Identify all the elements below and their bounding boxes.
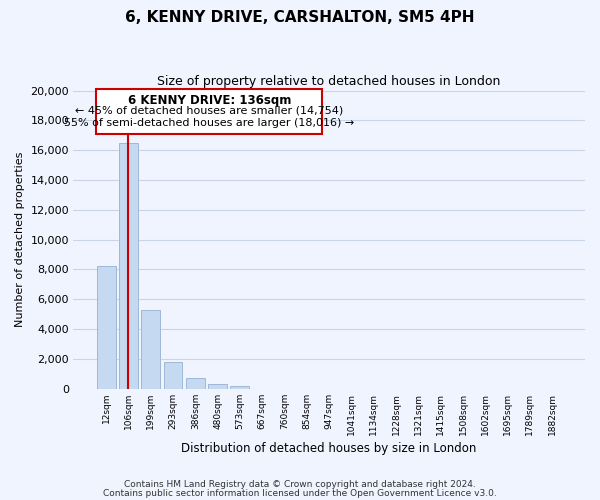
Bar [208,384,227,389]
Bar [164,362,182,389]
Bar [230,386,250,389]
Bar [119,142,138,389]
Text: Contains HM Land Registry data © Crown copyright and database right 2024.: Contains HM Land Registry data © Crown c… [124,480,476,489]
FancyBboxPatch shape [96,89,322,134]
Y-axis label: Number of detached properties: Number of detached properties [15,152,25,328]
Text: 6, KENNY DRIVE, CARSHALTON, SM5 4PH: 6, KENNY DRIVE, CARSHALTON, SM5 4PH [125,10,475,25]
X-axis label: Distribution of detached houses by size in London: Distribution of detached houses by size … [181,442,477,455]
Text: 6 KENNY DRIVE: 136sqm: 6 KENNY DRIVE: 136sqm [128,94,291,108]
Text: ← 45% of detached houses are smaller (14,754): ← 45% of detached houses are smaller (14… [75,106,343,116]
Text: Contains public sector information licensed under the Open Government Licence v3: Contains public sector information licen… [103,490,497,498]
Bar [186,378,205,389]
Text: 55% of semi-detached houses are larger (18,016) →: 55% of semi-detached houses are larger (… [64,118,355,128]
Bar [97,266,116,389]
Title: Size of property relative to detached houses in London: Size of property relative to detached ho… [157,75,501,88]
Bar [141,310,160,389]
